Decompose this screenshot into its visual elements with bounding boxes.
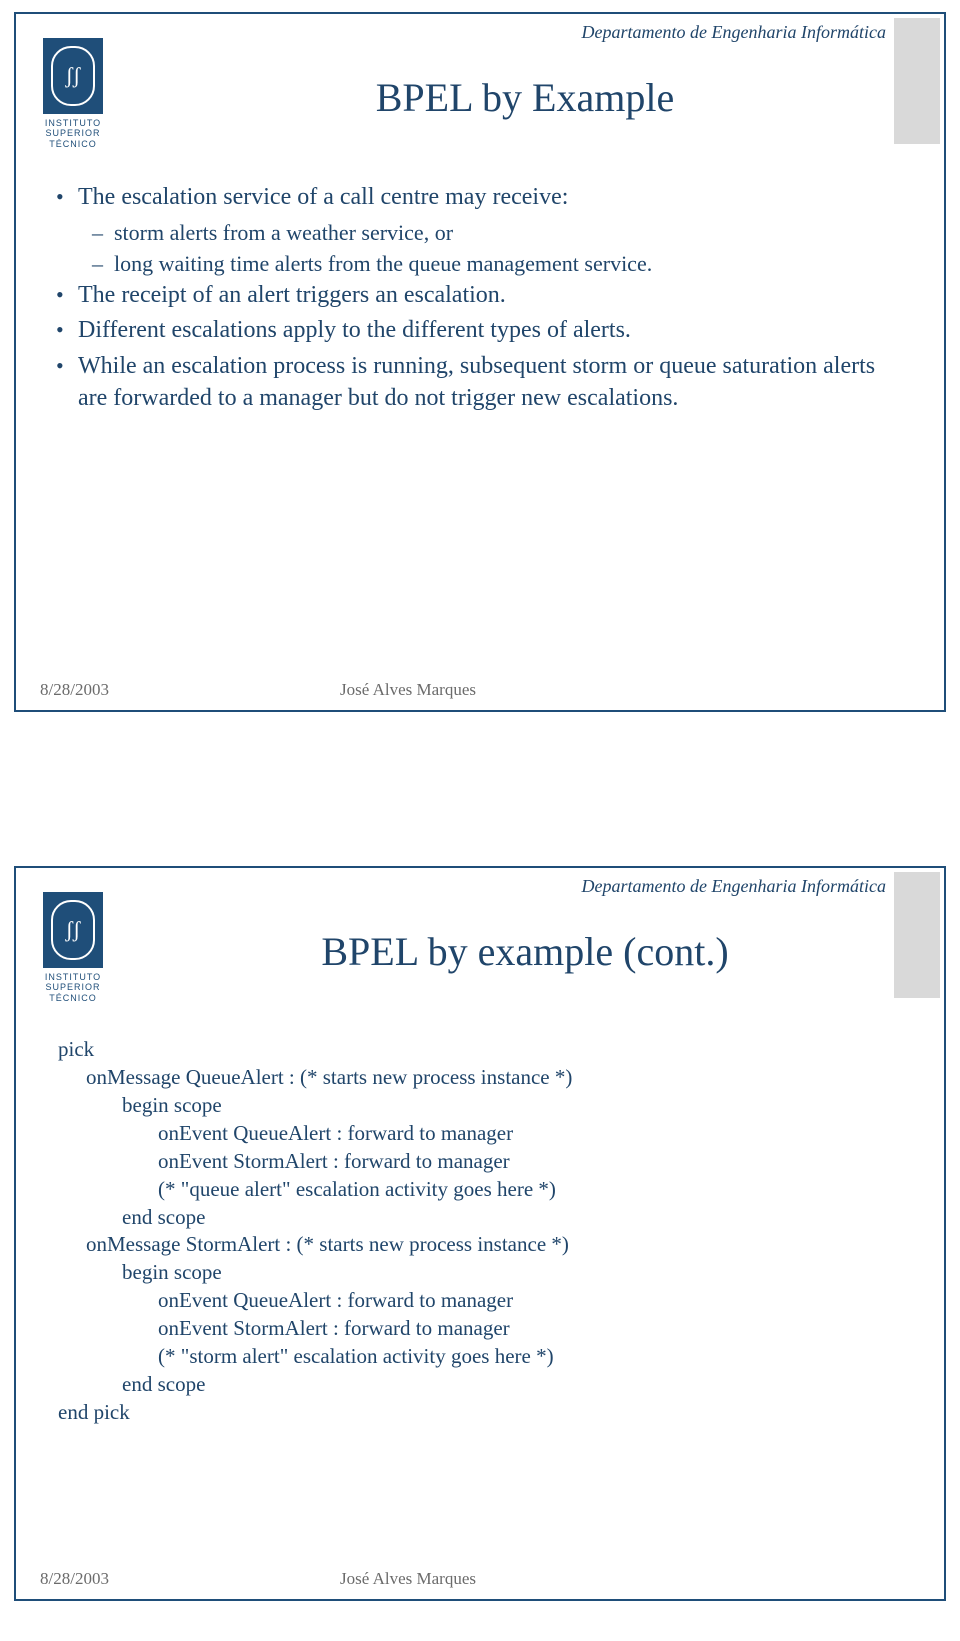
code-line: onEvent QueueAlert : forward to manager — [58, 1287, 914, 1315]
code-block: pickonMessage QueueAlert : (* starts new… — [58, 1036, 914, 1427]
code-line: begin scope — [58, 1259, 914, 1287]
slide-footer: 8/28/2003 José Alves Marques — [40, 680, 920, 700]
institute-line1: INSTITUTO — [30, 118, 116, 128]
bullet-item: The receipt of an alert triggers an esca… — [52, 280, 908, 312]
institute-line3: TÉCNICO — [30, 139, 116, 149]
code-line: end scope — [58, 1204, 914, 1232]
code-line: onMessage QueueAlert : (* starts new pro… — [58, 1064, 914, 1092]
code-line: end scope — [58, 1371, 914, 1399]
bullet-item: storm alerts from a weather service, or — [52, 218, 908, 247]
institute-line2: SUPERIOR — [30, 982, 116, 992]
slide-title: BPEL by Example — [176, 74, 874, 121]
institute-logo: ʃʃ INSTITUTO SUPERIOR TÉCNICO — [30, 38, 116, 149]
institute-line3: TÉCNICO — [30, 993, 116, 1003]
code-line: onEvent StormAlert : forward to manager — [58, 1315, 914, 1343]
bullet-item: Different escalations apply to the diffe… — [52, 315, 908, 347]
bullet-item: The escalation service of a call centre … — [52, 182, 908, 214]
code-line: onMessage StormAlert : (* starts new pro… — [58, 1231, 914, 1259]
institute-logo: ʃʃ INSTITUTO SUPERIOR TÉCNICO — [30, 892, 116, 1003]
department-label: Departamento de Engenharia Informática — [582, 22, 886, 43]
code-line: (* "storm alert" escalation activity goe… — [58, 1343, 914, 1371]
code-line: onEvent StormAlert : forward to manager — [58, 1148, 914, 1176]
institute-line2: SUPERIOR — [30, 128, 116, 138]
slide-footer: 8/28/2003 José Alves Marques — [40, 1569, 920, 1589]
accent-bar — [894, 872, 940, 998]
accent-bar — [894, 18, 940, 144]
institute-line1: INSTITUTO — [30, 972, 116, 982]
footer-date: 8/28/2003 — [40, 680, 340, 700]
code-line: end pick — [58, 1399, 914, 1427]
footer-author: José Alves Marques — [340, 1569, 920, 1589]
bullet-item: long waiting time alerts from the queue … — [52, 249, 908, 278]
footer-author: José Alves Marques — [340, 680, 920, 700]
slide-2: Departamento de Engenharia Informática ʃ… — [14, 866, 946, 1601]
slide-content: The escalation service of a call centre … — [52, 182, 908, 418]
slide-1: Departamento de Engenharia Informática ʃ… — [14, 12, 946, 712]
logo-icon: ʃʃ — [43, 892, 103, 968]
logo-icon: ʃʃ — [43, 38, 103, 114]
code-line: begin scope — [58, 1092, 914, 1120]
slide-title: BPEL by example (cont.) — [176, 928, 874, 975]
code-line: (* "queue alert" escalation activity goe… — [58, 1176, 914, 1204]
bullet-item: While an escalation process is running, … — [52, 351, 908, 414]
code-line: pick — [58, 1036, 914, 1064]
code-line: onEvent QueueAlert : forward to manager — [58, 1120, 914, 1148]
footer-date: 8/28/2003 — [40, 1569, 340, 1589]
department-label: Departamento de Engenharia Informática — [582, 876, 886, 897]
